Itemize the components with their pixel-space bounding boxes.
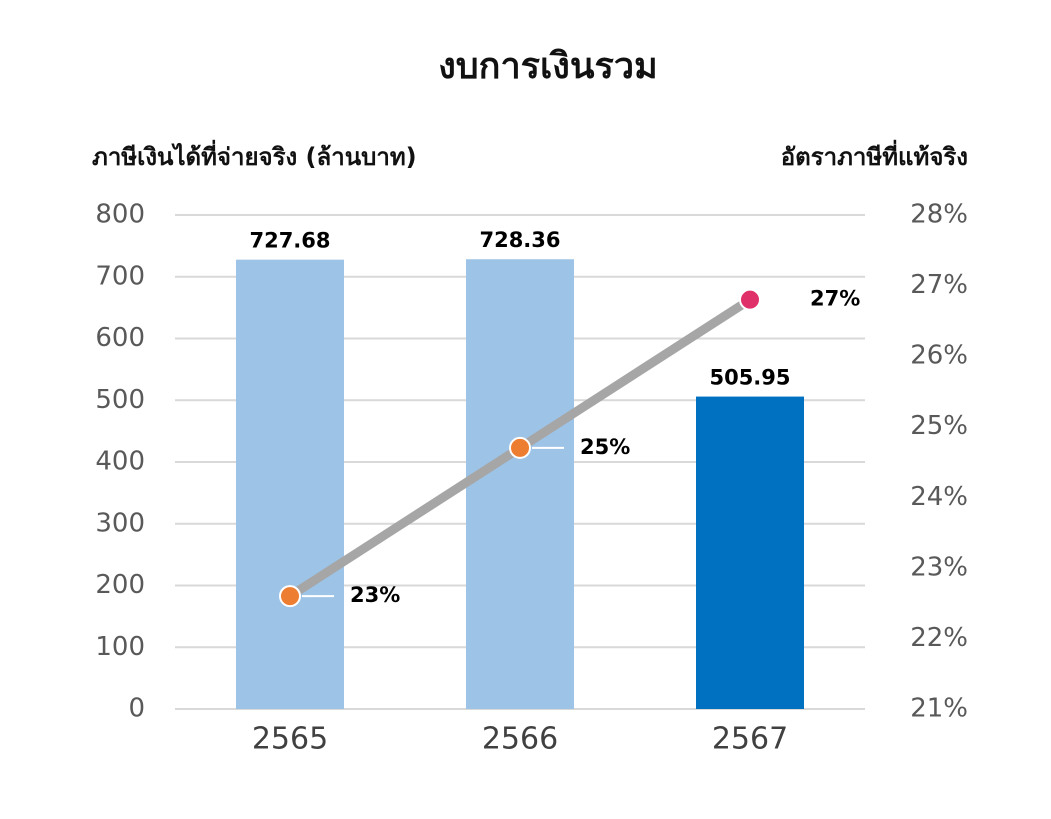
bar xyxy=(236,259,344,709)
y2-tick-label: 21% xyxy=(910,694,968,724)
y-tick-label: 400 xyxy=(95,447,145,477)
bar-value-label: 728.36 xyxy=(479,228,560,252)
bar xyxy=(696,396,804,709)
line-marker xyxy=(279,585,301,608)
y-tick-label: 700 xyxy=(95,261,145,291)
y-tick-label: 800 xyxy=(95,200,145,230)
x-tick-label: 2567 xyxy=(712,722,788,757)
y2-tick-label: 23% xyxy=(910,552,968,582)
x-tick-label: 2565 xyxy=(252,722,328,757)
y-tick-label: 100 xyxy=(95,632,145,662)
line-value-label: 25% xyxy=(580,435,630,459)
line-value-label: 23% xyxy=(350,583,400,607)
y-axis-title: ภาษีเงินได้ที่จ่ายจริง (ล้านบาท) xyxy=(92,139,417,171)
y2-tick-label: 24% xyxy=(910,482,968,512)
x-tick-label: 2566 xyxy=(482,722,558,757)
y2-tick-label: 25% xyxy=(910,411,968,441)
y2-tick-label: 27% xyxy=(910,270,968,300)
y-tick-label: 200 xyxy=(95,570,145,600)
y-tick-label: 300 xyxy=(95,508,145,538)
y-tick-label: 0 xyxy=(128,694,145,724)
line-value-label: 27% xyxy=(810,287,860,311)
y2-tick-label: 26% xyxy=(910,341,968,371)
line-marker xyxy=(509,436,531,459)
y-tick-label: 500 xyxy=(95,385,145,415)
chart-title: งบการเงินรวม xyxy=(438,46,658,87)
y2-axis-title: อัตราภาษีที่แท้จริง xyxy=(781,139,968,171)
bar xyxy=(466,259,574,709)
y-tick-label: 600 xyxy=(95,323,145,353)
bar-value-label: 727.68 xyxy=(249,229,330,253)
line-marker xyxy=(739,288,761,311)
y2-tick-label: 22% xyxy=(910,623,968,653)
bar-value-label: 505.95 xyxy=(709,366,790,390)
y2-tick-label: 28% xyxy=(910,200,968,230)
